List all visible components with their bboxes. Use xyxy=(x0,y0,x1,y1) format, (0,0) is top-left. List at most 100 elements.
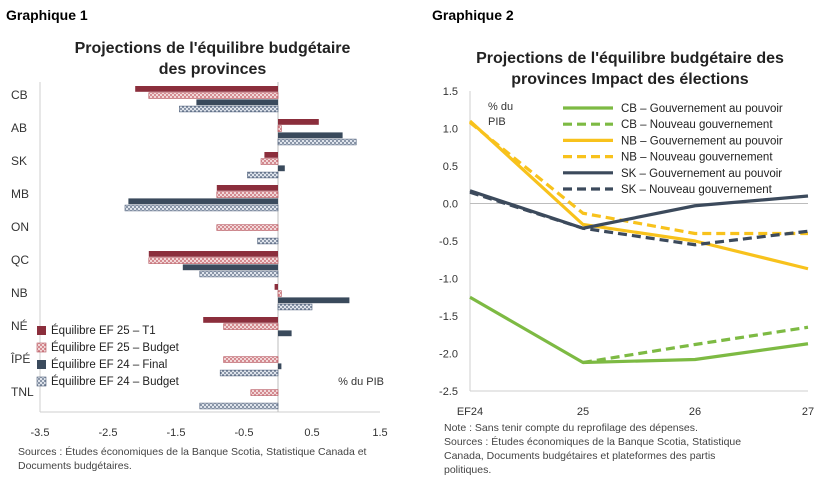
chart2-legend-label-2: CB – Nouveau gouvernement xyxy=(621,119,773,131)
chart1-category-label-on: ON xyxy=(11,220,29,234)
chart1-x-tick-1-5: -1.5 xyxy=(167,427,186,439)
chart1-category-label-ipe: ÎPÉ xyxy=(10,351,30,366)
chart1-legend-label-1: Équilibre EF 25 – T1 xyxy=(51,324,156,337)
chart1-bar-cb-series-4 xyxy=(179,105,279,113)
chart1-x-tick-3-5: -3.5 xyxy=(31,427,50,439)
chart1-bar-chart: CB AB SK MB ON QC NB NÉ ÎPÉ TNL -3.5 -2.5 -1.5 -0.5 0… xyxy=(10,82,388,439)
chart1-bar-sk-series-3 xyxy=(278,165,285,172)
chart2-y-tick-2-5: -2.5 xyxy=(439,386,458,398)
chart1-category-label-nb: NB xyxy=(11,286,28,300)
chart2-y-tick-1-5: -1.5 xyxy=(439,311,458,323)
chart1-bar-ipe-series-4 xyxy=(219,369,279,377)
chart2-x-tick-27: 27 xyxy=(802,406,814,418)
chart2-title: Projections de l'équilibre budgétaire de… xyxy=(440,48,820,90)
chart1-category-label-tnl: TNL xyxy=(11,385,34,399)
chart2-notes: Note : Sans tenir compte du reprofilage … xyxy=(444,421,824,477)
chart1-bar-nb-series-3 xyxy=(278,297,350,304)
chart1-bar-qc-series-3 xyxy=(182,264,278,271)
chart1-legend-swatch-3 xyxy=(37,360,46,369)
chart2-line-chart: 1.5 1.0 0.5 0.0 -0.5 -1.0 -1.5 -2.0 -2.5 EF24 25 26… xyxy=(439,86,814,418)
chart1-category-label-ab: AB xyxy=(11,121,27,135)
chart1-category-label-sk: SK xyxy=(11,154,27,168)
chart1-legend-label-3: Équilibre EF 24 – Final xyxy=(51,358,167,371)
chart1-bar-on-series-2 xyxy=(216,224,279,231)
chart1-x-tick-1-5: 1.5 xyxy=(372,427,387,439)
chart2-y-tick-1-0: 1.0 xyxy=(443,124,458,136)
chart1-bar-ne-series-3 xyxy=(278,330,292,337)
chart1-bar-ab-series-3 xyxy=(278,132,343,139)
chart1-legend-swatch-4 xyxy=(36,376,47,387)
chart1-bar-ipe-series-2 xyxy=(223,356,279,363)
chart2-note: Note : Sans tenir compte du reprofilage … xyxy=(444,422,698,434)
chart1-bar-mb-series-3 xyxy=(128,198,278,205)
chart1-title-line1: Projections de l'équilibre budgétaire xyxy=(74,40,351,57)
chart2-line-cb-gouvernement-au-pouvoir xyxy=(469,295,809,365)
chart1-bar-ab-series-2 xyxy=(277,125,282,132)
chart2-line-nb-gouvernement-au-pouvoir xyxy=(468,119,809,271)
chart1-bar-tnl-series-4 xyxy=(199,402,279,410)
chart2-title-line2: provinces Impact des élections xyxy=(511,71,749,88)
chart2-source-line2: Canada, Documents budgétaires et platefo… xyxy=(444,450,716,462)
chart2-unit-label-line1: % du xyxy=(488,101,513,113)
chart1-bar-qc-series-4 xyxy=(199,270,279,278)
chart1-bar-qc-series-1 xyxy=(148,251,278,257)
chart2-legend-label-1: CB – Gouvernement au pouvoir xyxy=(621,103,783,115)
chart2-y-tick-0-0: 0.0 xyxy=(443,199,458,211)
chart1-bar-on-series-4 xyxy=(257,237,279,245)
chart1-bar-ab-series-1 xyxy=(278,119,319,125)
chart2-unit-label-line2: PIB xyxy=(488,116,506,128)
chart1-legend-label-4: Équilibre EF 24 – Budget xyxy=(51,375,180,388)
chart2-legend-label-4: NB – Nouveau gouvernement xyxy=(621,152,773,164)
chart1-bar-nb-series-4 xyxy=(277,303,313,311)
chart1-bar-ab-series-4 xyxy=(277,138,357,146)
chart1-category-label-qc: QC xyxy=(11,253,29,267)
chart1-category-label-ne: NÉ xyxy=(11,318,28,333)
chart2-legend-label-6: SK – Nouveau gouvernement xyxy=(621,184,773,196)
chart1-category-label-mb: MB xyxy=(11,187,29,201)
chart1-x-tick-0-5: -0.5 xyxy=(235,427,254,439)
chart1-bar-sk-series-4 xyxy=(247,171,279,179)
chart1-bar-cb-series-1 xyxy=(135,86,278,92)
chart2-title-line1: Projections de l'équilibre budgétaire de… xyxy=(476,50,784,67)
chart1-panel-label: Graphique 1 xyxy=(6,7,88,23)
chart1-x-tick-0-5: 0.5 xyxy=(304,427,319,439)
chart1-bar-nb-series-2 xyxy=(277,290,282,297)
chart1-bar-mb-series-2 xyxy=(216,191,279,198)
chart1-title: Projections de l'équilibre budgétaire de… xyxy=(20,38,405,80)
chart1-bar-ne-series-1 xyxy=(203,317,278,323)
chart1-bar-ne-series-2 xyxy=(223,323,279,330)
chart2-legend-label-5: SK – Gouvernement au pouvoir xyxy=(621,168,782,180)
chart2-panel-label: Graphique 2 xyxy=(432,7,514,23)
chart2-legend-label-3: NB – Gouvernement au pouvoir xyxy=(621,135,783,147)
chart1-bar-nb-series-1 xyxy=(274,284,278,290)
chart2-source-line1: Sources : Études économiques de la Banqu… xyxy=(444,436,742,448)
chart2-line-nb-nouveau-gouvernement xyxy=(468,121,808,236)
chart1-bar-sk-series-2 xyxy=(260,158,279,165)
chart1-x-tick-2-5: -2.5 xyxy=(99,427,118,439)
chart2-y-tick-1-0: -1.0 xyxy=(439,274,458,286)
chart2-line-cb-nouveau-gouvernement xyxy=(582,325,809,365)
chart2-x-tick-26: 26 xyxy=(689,406,701,418)
chart2-y-tick-0-5: 0.5 xyxy=(443,161,458,173)
chart2-line-sk-nouveau-gouvernement xyxy=(469,190,809,247)
chart1-bar-ipe-series-3 xyxy=(278,363,282,370)
chart1-source: Sources : Études économiques de la Banqu… xyxy=(18,446,367,472)
chart2-y-tick-2-0: -2.0 xyxy=(439,349,458,361)
chart2-y-tick-1-5: 1.5 xyxy=(443,86,458,98)
chart1-bar-cb-series-3 xyxy=(196,99,278,106)
chart1-title-line2: des provinces xyxy=(158,61,267,78)
chart2-source-line3: politiques. xyxy=(444,464,492,476)
chart1-bar-cb-series-2 xyxy=(148,92,279,99)
chart1-legend-label-2: Équilibre EF 25 – Budget xyxy=(51,341,180,354)
chart2-x-tick-25: 25 xyxy=(577,406,589,418)
chart1-bar-sk-series-1 xyxy=(264,152,278,158)
chart1-bar-mb-series-4 xyxy=(124,204,279,212)
chart1-category-label-cb: CB xyxy=(11,88,28,102)
chart1-bar-mb-series-1 xyxy=(216,185,278,191)
chart1-legend-swatch-1 xyxy=(37,326,46,335)
chart1-legend-swatch-2 xyxy=(36,342,47,353)
chart1-bar-qc-series-2 xyxy=(148,257,279,264)
chart2-y-tick-0-5: -0.5 xyxy=(439,236,458,248)
chart1-bar-tnl-series-2 xyxy=(250,389,279,396)
chart1-unit-label: % du PIB xyxy=(338,376,384,388)
